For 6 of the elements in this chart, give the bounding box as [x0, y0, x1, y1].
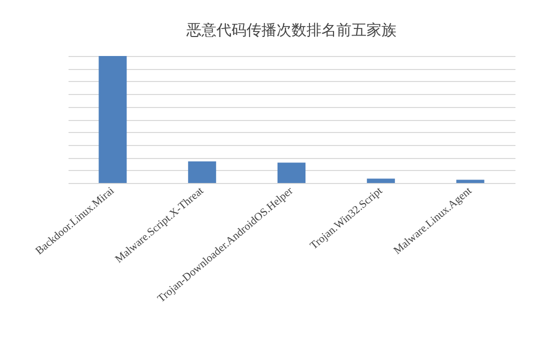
bar [366, 178, 395, 183]
bar [98, 56, 127, 183]
bar [188, 161, 216, 183]
bar [278, 162, 306, 183]
bar [456, 180, 484, 183]
chart-title: 恶意代码传播次数排名前五家族 [186, 22, 396, 39]
